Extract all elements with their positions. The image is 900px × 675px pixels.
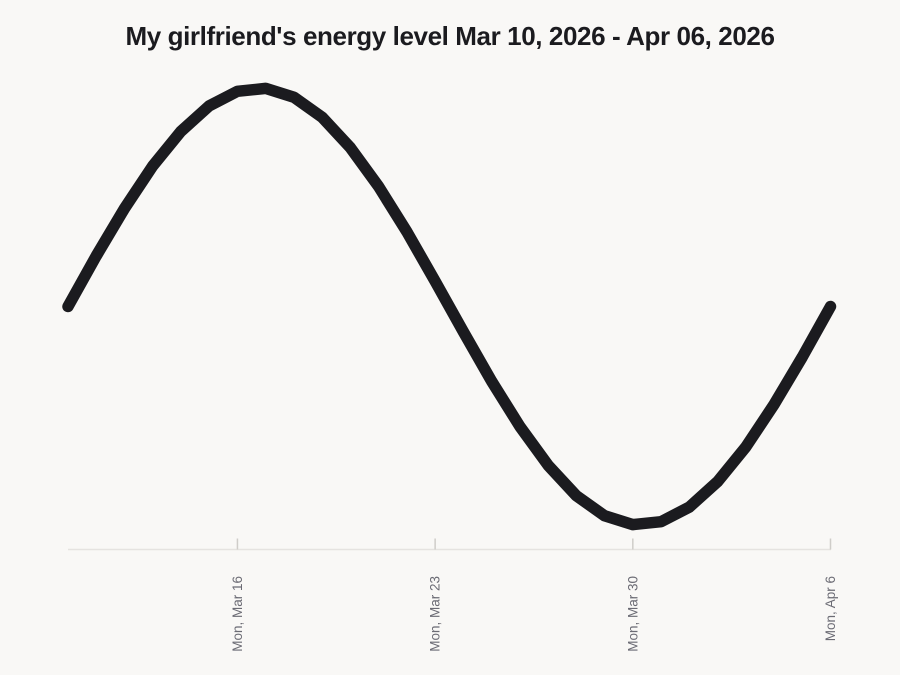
energy-line-series xyxy=(62,82,837,531)
x-tick-label: Mon, Mar 16 xyxy=(230,576,245,652)
x-tick-label: Mon, Apr 6 xyxy=(823,576,838,641)
x-tick-label: Mon, Mar 23 xyxy=(428,576,443,652)
chart-title: My girlfriend's energy level Mar 10, 202… xyxy=(125,21,775,51)
x-tick-label: Mon, Mar 30 xyxy=(625,576,640,652)
